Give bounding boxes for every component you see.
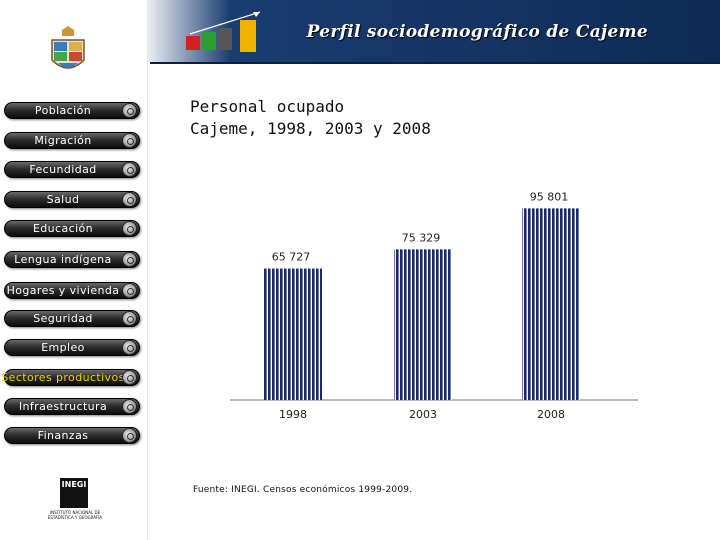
nav-label-active: Sectores productivos <box>1 371 125 384</box>
nav-knob-icon <box>122 428 137 443</box>
nav-knob-icon <box>122 103 137 118</box>
bar-1998 <box>264 268 322 400</box>
nav-item-empleo[interactable]: Empleo <box>4 339 140 356</box>
nav-label: Migración <box>34 134 92 147</box>
bar-2003 <box>394 249 452 400</box>
nav-item-infraestructura[interactable]: Infraestructura <box>4 398 140 415</box>
source-note: Fuente: INEGI. Censos económicos 1999-20… <box>193 485 413 495</box>
nav-item-seguridad[interactable]: Seguridad <box>4 310 140 327</box>
nav-knob-icon <box>122 399 137 414</box>
nav-label: Salud <box>46 193 80 206</box>
value-label-2008: 95 801 <box>530 190 569 203</box>
nav-item-migracion[interactable]: Migración <box>4 132 140 149</box>
nav-label: Seguridad <box>33 312 93 325</box>
inegi-logo-subtext: INSTITUTO NACIONAL DE ESTADÍSTICA Y GEOG… <box>47 510 103 520</box>
nav-label: Finanzas <box>37 429 89 442</box>
chart-title-line1: Personal ocupado <box>190 97 345 116</box>
nav-item-hogares-y-vivienda[interactable]: Hogares y vivienda <box>4 282 140 299</box>
nav-label: Población <box>34 104 92 117</box>
coat-of-arms-icon <box>51 26 85 69</box>
nav-knob-icon <box>122 311 137 326</box>
bar-2008 <box>522 208 580 400</box>
header-divider <box>150 62 720 64</box>
nav-label: Educación <box>32 222 94 235</box>
nav-item-educacion[interactable]: Educación <box>4 220 140 237</box>
growth-chart-icon <box>186 11 261 52</box>
nav-item-salud[interactable]: Salud <box>4 191 140 208</box>
sidebar: Población Migración Fecundidad Salud Edu… <box>0 0 148 540</box>
inegi-logo-text: INEGI <box>61 480 87 489</box>
inegi-logo-mark: INEGI <box>60 478 88 508</box>
page-title: Perfil sociodemográfico de Cajeme <box>306 22 648 42</box>
nav-label: Hogares y vivienda <box>6 284 120 297</box>
nav-item-poblacion[interactable]: Población <box>4 102 140 119</box>
nav-item-finanzas[interactable]: Finanzas <box>4 427 140 444</box>
chart-title: Personal ocupado Cajeme, 1998, 2003 y 20… <box>190 96 431 140</box>
nav-label: Fecundidad <box>29 163 97 176</box>
nav-knob-icon <box>122 192 137 207</box>
nav-item-fecundidad[interactable]: Fecundidad <box>4 161 140 178</box>
nav-knob-icon <box>122 370 137 385</box>
nav-knob-icon <box>122 133 137 148</box>
inegi-logo: INEGI INSTITUTO NACIONAL DE ESTADÍSTICA … <box>44 478 106 522</box>
nav-knob-icon <box>122 252 137 267</box>
nav-label: Lengua indígena <box>14 253 112 266</box>
value-label-2003: 75 329 <box>402 231 441 244</box>
nav-label: Empleo <box>41 341 85 354</box>
nav-knob-icon <box>122 283 137 298</box>
category-label-1998: 1998 <box>279 408 307 421</box>
nav-knob-icon <box>122 221 137 236</box>
nav-item-sectores-productivos[interactable]: Sectores productivos <box>1 369 140 386</box>
category-label-2008: 2008 <box>537 408 565 421</box>
nav-knob-icon <box>122 340 137 355</box>
category-label-2003: 2003 <box>409 408 437 421</box>
nav-item-lengua-indigena[interactable]: Lengua indígena <box>4 251 140 268</box>
nav-knob-icon <box>122 162 137 177</box>
nav-label: Infraestructura <box>18 400 108 413</box>
bar-chart: 65 727 75 329 95 801 1998 2003 2008 <box>230 190 638 421</box>
chart-title-line2: Cajeme, 1998, 2003 y 2008 <box>190 119 431 138</box>
value-label-1998: 65 727 <box>272 251 311 264</box>
